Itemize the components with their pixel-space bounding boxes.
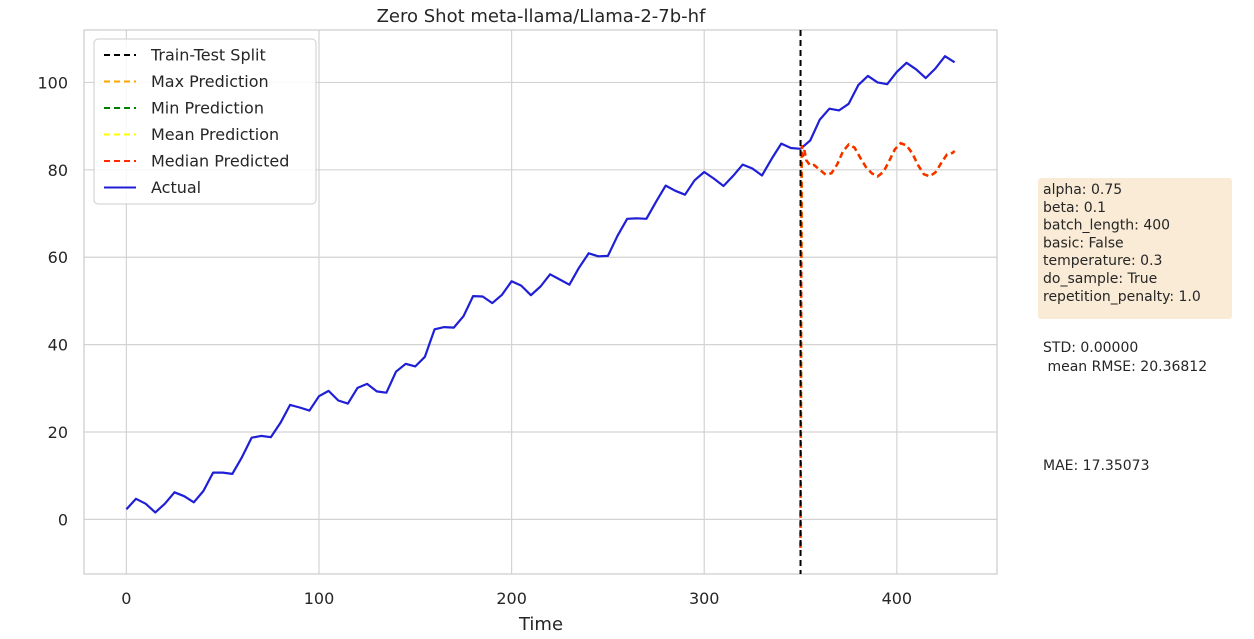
param-line: do_sample: True — [1043, 271, 1157, 287]
series-median-predicted — [799, 141, 956, 548]
y-tick-label: 80 — [48, 161, 68, 180]
series-layer — [125, 30, 956, 574]
plot-frame — [83, 29, 998, 575]
param-line: temperature: 0.3 — [1043, 253, 1162, 269]
series-actual — [125, 55, 956, 514]
x-tick-label: 300 — [689, 589, 720, 608]
legend-label: Max Prediction — [151, 72, 269, 91]
legend-label: Actual — [151, 178, 201, 197]
std-value: STD: 0.00000 — [1043, 340, 1138, 356]
series-min-prediction — [799, 141, 956, 548]
side-panel: alpha: 0.75 beta: 0.1 batch_length: 400bas… — [1038, 178, 1232, 474]
x-tick-label: 200 — [496, 589, 527, 608]
y-tick-label: 100 — [37, 73, 68, 92]
x-tick-label: 100 — [304, 589, 335, 608]
x-axis-label: Time — [518, 614, 563, 635]
param-line: beta: 0.1 — [1043, 200, 1106, 216]
param-line: repetition_penalty: 1.0 — [1043, 289, 1201, 305]
x-tick-label: 0 — [121, 589, 131, 608]
legend-label: Mean Prediction — [151, 125, 279, 144]
series-max-prediction — [799, 141, 956, 548]
mae-value: MAE: 17.35073 — [1043, 458, 1149, 474]
x-axis-ticks: 0 100 200 300 400 — [121, 589, 912, 608]
chart-title: Zero Shot meta-llama/Llama-2-7b-hf — [377, 6, 706, 27]
legend-label: Median Predicted — [151, 152, 289, 171]
params-box — [1038, 178, 1232, 319]
param-line: alpha: 0.75 — [1043, 182, 1122, 198]
y-tick-label: 60 — [48, 248, 68, 267]
legend: Train-Test Split Max Prediction Min Predic… — [93, 38, 317, 205]
legend-label: Train-Test Split — [150, 46, 266, 65]
y-axis-ticks: 0 20 40 60 80 100 — [37, 73, 68, 529]
series-mean-prediction — [799, 141, 956, 548]
legend-label: Min Prediction — [151, 99, 264, 118]
y-tick-label: 0 — [58, 510, 68, 529]
y-tick-label: 20 — [48, 423, 68, 442]
legend-box — [93, 38, 317, 205]
x-tick-label: 400 — [882, 589, 913, 608]
rmse-value: mean RMSE: 20.36812 — [1043, 359, 1207, 375]
y-tick-label: 40 — [48, 336, 68, 355]
param-line: basic: False — [1043, 235, 1124, 251]
param-line: batch_length: 400 — [1043, 218, 1170, 234]
